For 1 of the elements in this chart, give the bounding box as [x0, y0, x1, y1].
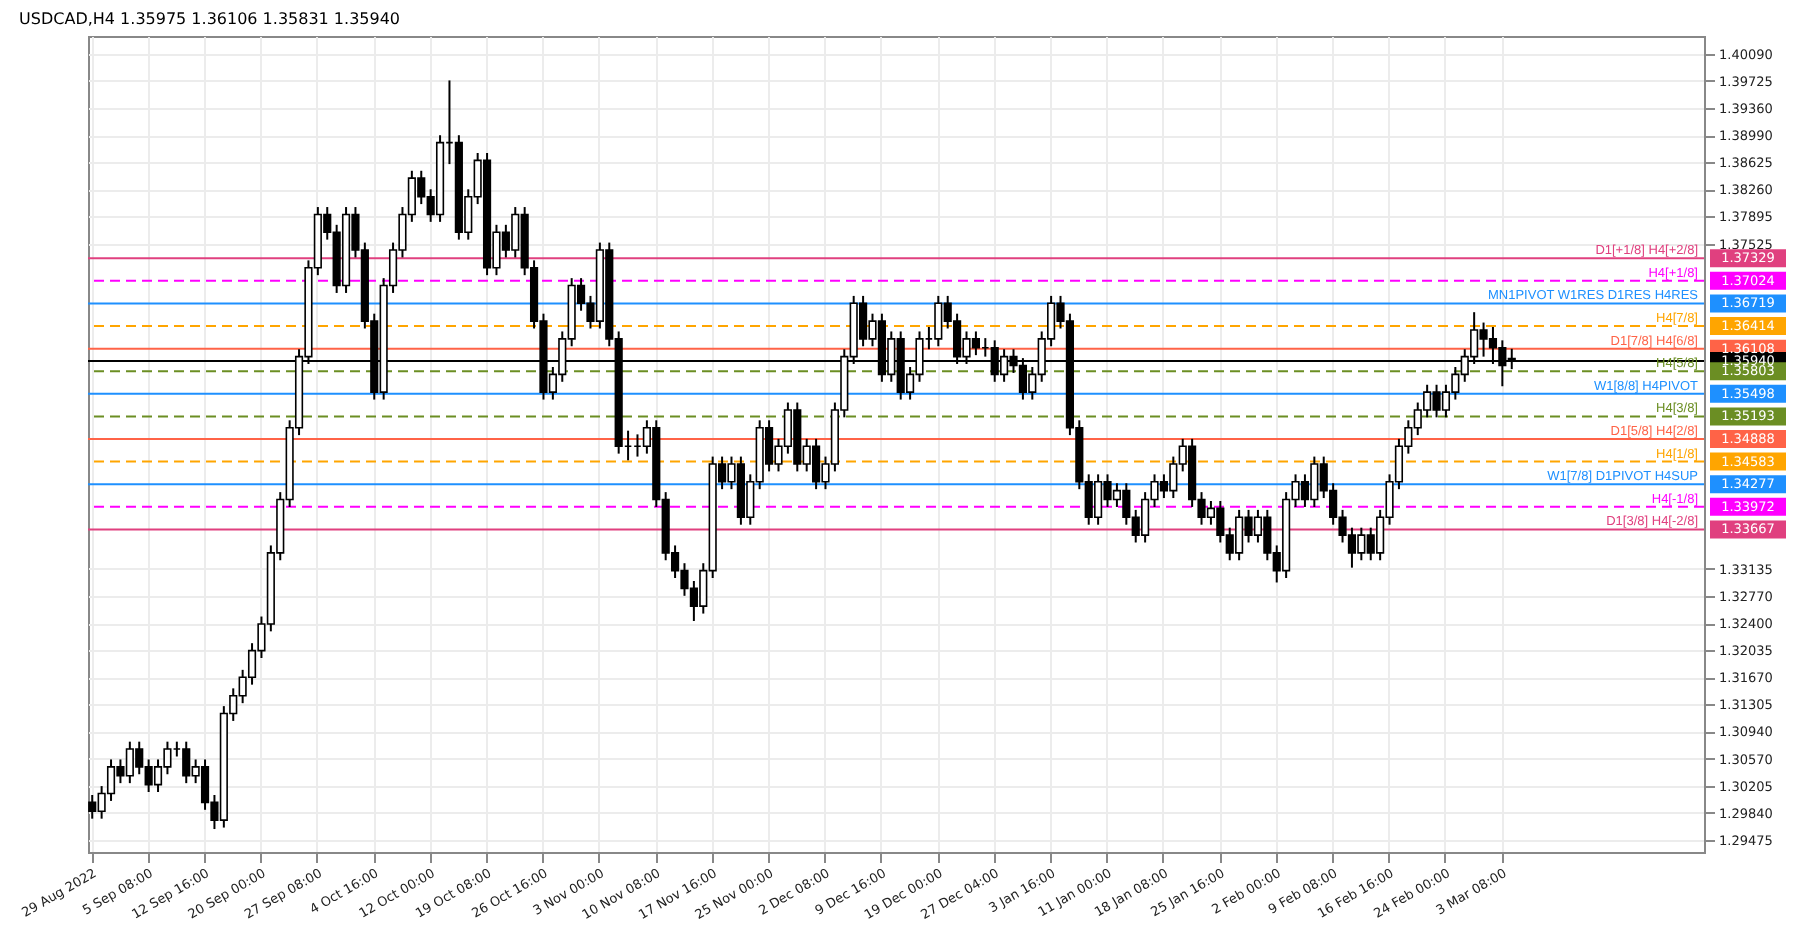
chart-title: USDCAD,H4 1.35975 1.36106 1.35831 1.35940: [19, 10, 401, 28]
